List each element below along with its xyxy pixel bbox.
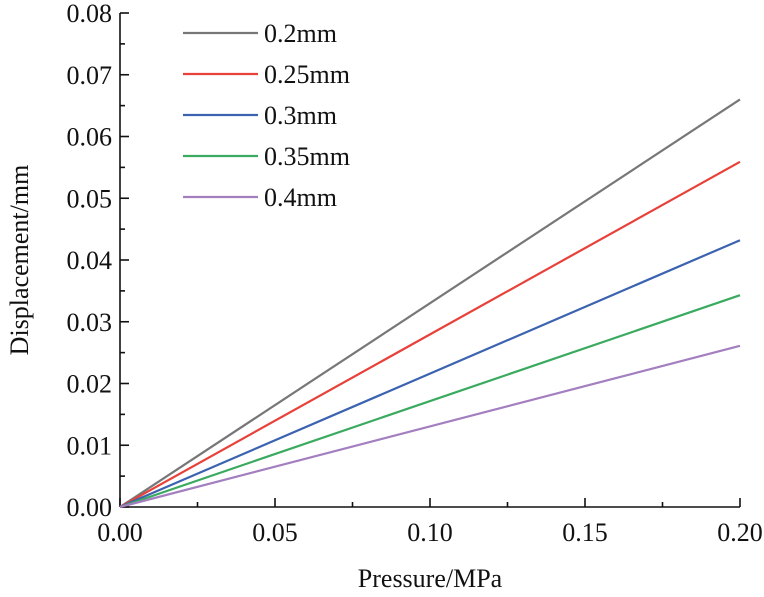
x-tick-label: 0.05 [252,518,298,547]
series-line-4 [119,344,741,509]
x-tick-label: 0.15 [562,518,608,547]
axes [119,13,740,508]
y-tick-label: 0.00 [67,493,113,522]
y-tick-label: 0.05 [67,184,113,213]
series-group [119,98,741,509]
legend: 0.2mm 0.25mm 0.3mm 0.35mm 0.4mm [183,19,350,212]
legend-label: 0.3mm [264,101,337,130]
x-tick-label: 0.20 [717,518,763,547]
y-tick-label: 0.04 [67,246,113,275]
y-tick-label: 0.01 [67,431,113,460]
series-line-0 [119,98,741,508]
x-tick-label: 0.10 [407,518,453,547]
x-axis-title: Pressure/MPa [358,564,503,593]
y-tick-label: 0.03 [67,308,113,337]
series-line-1 [119,160,741,508]
y-tick-label: 0.08 [67,0,113,28]
legend-label: 0.25mm [264,60,350,89]
series-line-2 [119,239,741,509]
y-tick-label: 0.06 [67,123,113,152]
y-tick-label: 0.07 [67,61,113,90]
ticks: 0.00 0.01 0.02 0.03 0.04 0.05 0.06 0.07 0.08 0.00… [67,0,763,547]
y-axis-title: Displacement/mm [5,165,34,356]
legend-label: 0.35mm [264,142,350,171]
legend-label: 0.4mm [264,183,337,212]
x-tick-label: 0.00 [97,518,143,547]
series-line-3 [119,294,741,509]
legend-label: 0.2mm [264,19,337,48]
y-tick-label: 0.02 [67,370,113,399]
